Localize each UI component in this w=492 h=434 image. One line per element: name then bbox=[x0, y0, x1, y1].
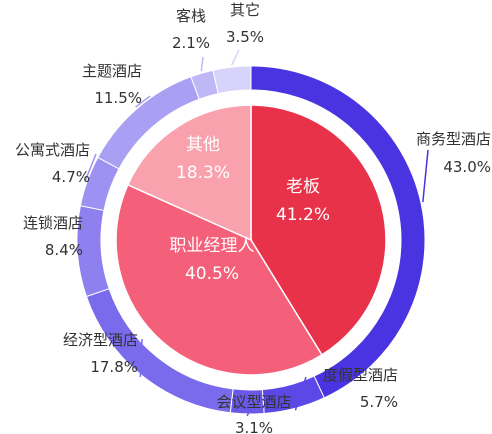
leader-line-slice-7 bbox=[200, 56, 204, 72]
leader-line-slice-8 bbox=[230, 49, 240, 66]
leader-lines bbox=[74, 49, 429, 417]
outer-labels: 商务型酒店 43.0% 度假型酒店 5.7% 会议型酒店 3.1% 经济型酒店 17.8% 连锁… bbox=[15, 1, 491, 434]
inner-label-name-slice-1: 职业经理人 bbox=[170, 236, 255, 256]
inner-pie-slice-2 bbox=[126, 104, 252, 242]
leader-line-slice-1 bbox=[294, 376, 307, 411]
outer-label-value-slice-6: 11.5% bbox=[94, 89, 142, 107]
outer-label-name-slice-1: 度假型酒店 bbox=[323, 366, 398, 384]
inner-label-value-slice-0: 41.2% bbox=[276, 205, 330, 225]
leader-line-slice-6 bbox=[135, 95, 151, 108]
outer-label-name-slice-8: 其它 bbox=[230, 1, 260, 19]
inner-pie bbox=[115, 104, 387, 376]
outer-label-name-slice-3: 经济型酒店 bbox=[63, 331, 138, 349]
inner-label-value-slice-1: 40.5% bbox=[185, 264, 239, 284]
outer-label-value-slice-8: 3.5% bbox=[226, 28, 264, 46]
inner-label-value-slice-2: 18.3% bbox=[176, 163, 230, 183]
outer-label-name-slice-7: 客栈 bbox=[176, 7, 206, 25]
inner-pie-slice-0 bbox=[250, 104, 387, 356]
outer-label-value-slice-0: 43.0% bbox=[443, 158, 491, 176]
outer-label-name-slice-5: 公寓式酒店 bbox=[15, 141, 90, 159]
inner-pie-slice-1 bbox=[115, 183, 323, 376]
inner-label-name-slice-2: 其他 bbox=[186, 135, 220, 155]
outer-label-value-slice-1: 5.7% bbox=[360, 393, 398, 411]
outer-ring-slice-8 bbox=[212, 65, 252, 95]
inner-label-name-slice-0: 老板 bbox=[286, 177, 320, 197]
leader-line-slice-2 bbox=[246, 392, 259, 417]
outer-label-name-slice-2: 会议型酒店 bbox=[216, 393, 291, 411]
leader-line-slice-4 bbox=[74, 227, 93, 253]
inner-labels: 老板 41.2% 职业经理人 40.5% 其他 18.3% bbox=[170, 135, 331, 284]
outer-label-name-slice-6: 主题酒店 bbox=[82, 62, 142, 80]
outer-label-value-slice-7: 2.1% bbox=[172, 34, 210, 52]
outer-label-value-slice-4: 8.4% bbox=[45, 241, 83, 259]
leader-line-slice-0 bbox=[422, 149, 429, 203]
leader-line-slice-3 bbox=[139, 338, 143, 377]
leader-line-slice-5 bbox=[84, 153, 97, 181]
outer-label-name-slice-0: 商务型酒店 bbox=[416, 130, 491, 148]
outer-label-value-slice-3: 17.8% bbox=[90, 358, 138, 376]
outer-label-value-slice-2: 3.1% bbox=[235, 419, 273, 434]
outer-label-value-slice-5: 4.7% bbox=[52, 168, 90, 186]
outer-ring bbox=[76, 65, 426, 415]
outer-label-name-slice-4: 连锁酒店 bbox=[23, 214, 83, 232]
